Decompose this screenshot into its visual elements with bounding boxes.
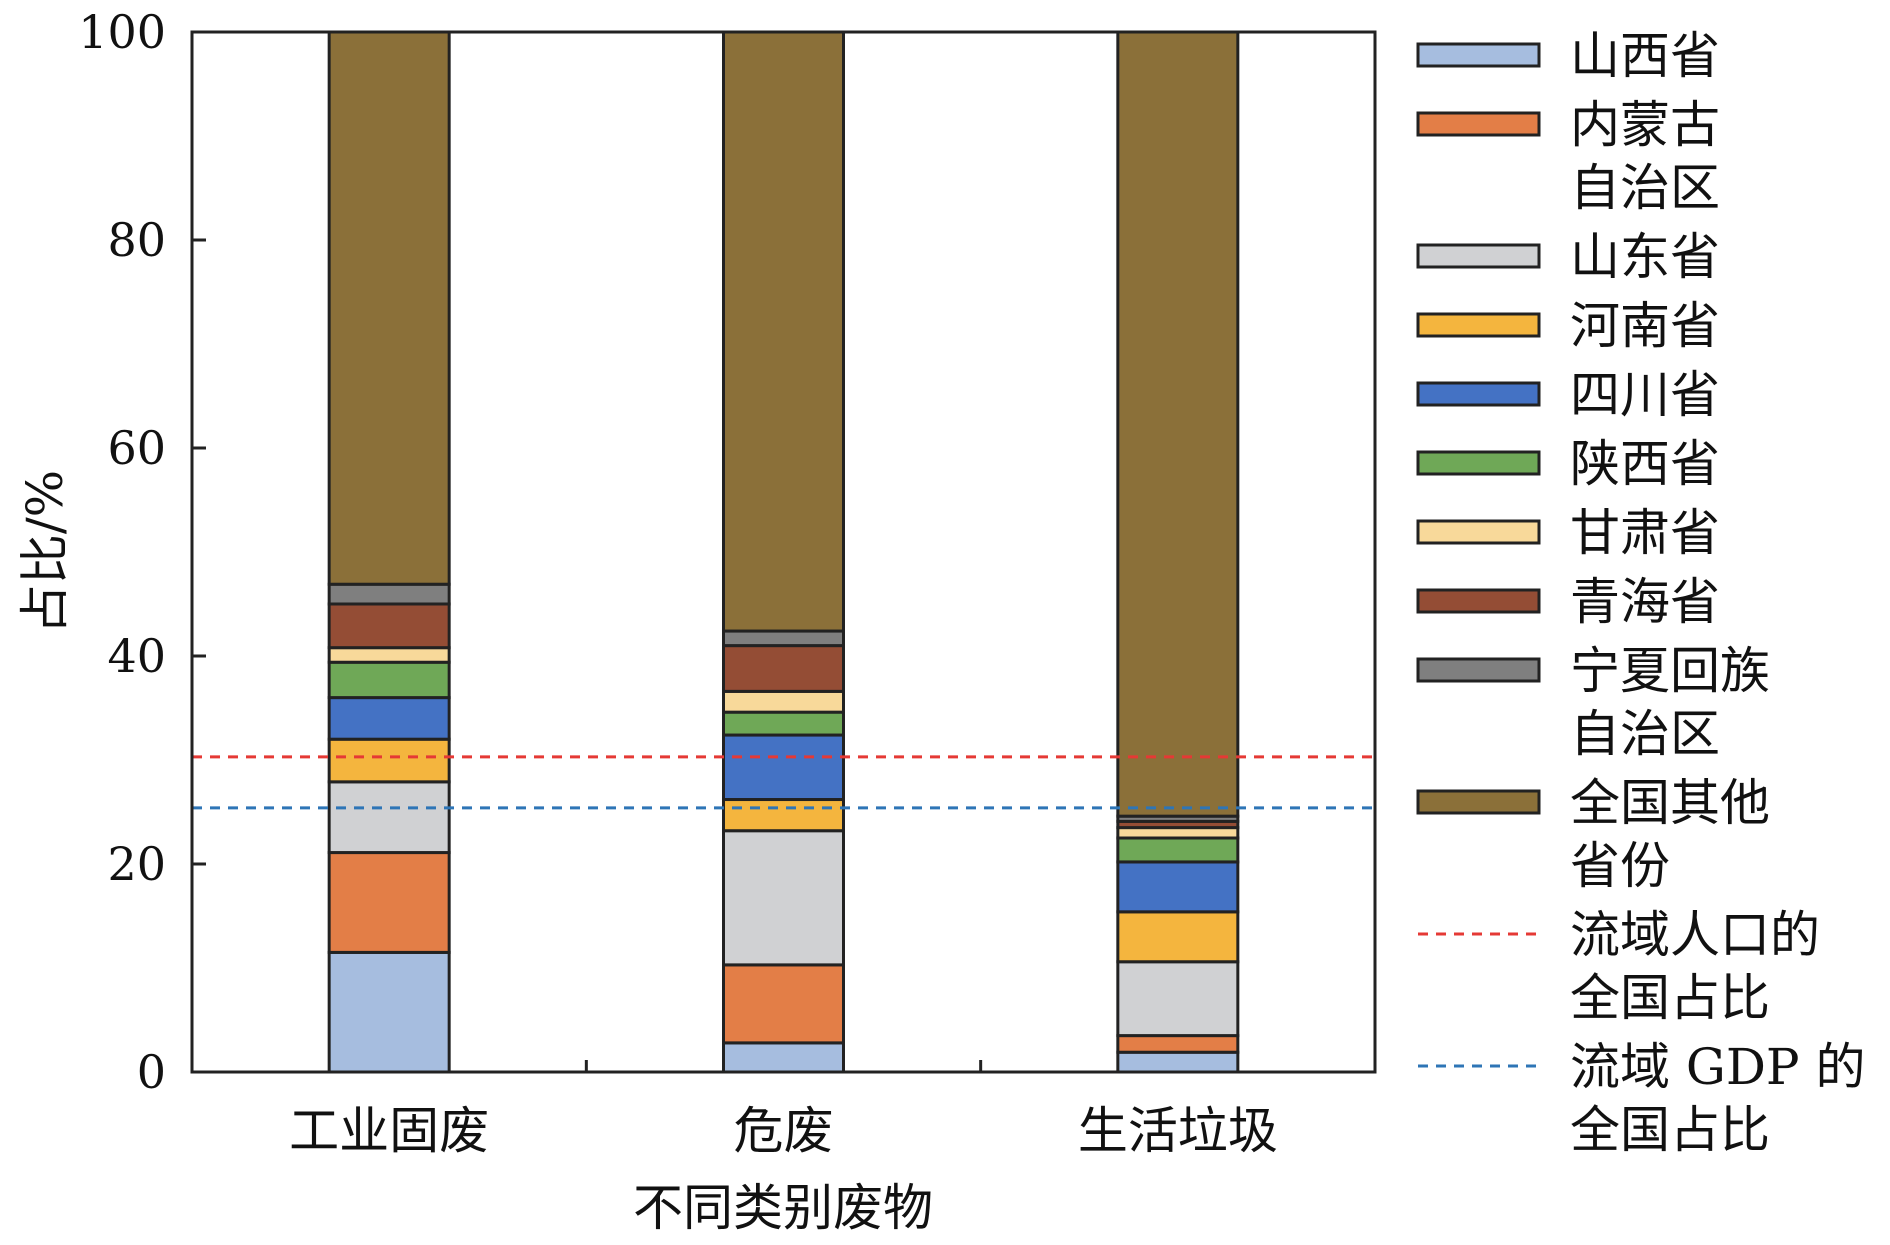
legend-label: 流域人口的 — [1570, 906, 1820, 964]
legend-swatch — [1416, 657, 1541, 683]
bar-segment — [722, 629, 845, 648]
bar-segment — [1116, 836, 1240, 864]
legend-swatch — [1416, 42, 1541, 68]
bar-segment — [327, 950, 451, 1074]
y-tick-label: 0 — [137, 1045, 166, 1099]
legend-swatch — [1416, 381, 1541, 407]
x-category-label: 工业固废 — [289, 1102, 489, 1160]
legend-swatch — [1416, 450, 1541, 476]
legend-swatch — [1416, 519, 1541, 545]
bar-segment — [327, 851, 451, 954]
axes-layer — [190, 30, 1377, 1074]
bar-segment — [722, 710, 845, 737]
legend-label: 流域 GDP 的 — [1570, 1038, 1865, 1096]
x-categories-layer: 工业固废 危废 生活垃圾 — [289, 1102, 1278, 1160]
legend-swatch — [1416, 789, 1541, 815]
legend-label: 全国占比 — [1570, 969, 1770, 1027]
legend-label: 河南省 — [1570, 297, 1720, 355]
x-category-label: 生活垃圾 — [1078, 1102, 1278, 1160]
y-axis-title: 占比/% — [16, 470, 74, 634]
legend-label: 陕西省 — [1570, 435, 1720, 493]
legend-label: 四川省 — [1570, 366, 1720, 424]
legend-label: 自治区 — [1570, 705, 1720, 763]
bar-segment — [722, 963, 845, 1045]
bar-segment — [327, 660, 451, 700]
bar-segment — [1116, 860, 1240, 914]
bar-segment — [722, 1041, 845, 1074]
bar-segment — [1116, 826, 1240, 840]
bar-segment — [1116, 910, 1240, 964]
y-tick-label: 100 — [78, 5, 166, 59]
legend-label: 全国占比 — [1570, 1101, 1770, 1159]
bar-segment — [327, 602, 451, 650]
bar-segment — [1116, 1034, 1240, 1054]
bar-segment — [722, 689, 845, 714]
x-category-label: 危废 — [734, 1102, 834, 1160]
y-ticks-layer: 0 20 40 60 80 100 — [78, 5, 983, 1099]
legend-label: 甘肃省 — [1570, 504, 1720, 562]
legend-label: 宁夏回族 — [1570, 642, 1770, 700]
bar-segment — [327, 780, 451, 855]
bar-segment — [1116, 1050, 1240, 1074]
legend-label: 省份 — [1570, 837, 1670, 895]
y-tick-label: 60 — [107, 421, 166, 475]
bars-layer — [327, 30, 1240, 1074]
legend-swatch — [1416, 312, 1541, 338]
x-axis-title: 不同类别废物 — [633, 1179, 933, 1237]
legend-swatch — [1416, 243, 1541, 269]
bar-segment — [327, 582, 451, 606]
legend-swatch — [1416, 588, 1541, 614]
bar-segment — [722, 30, 845, 633]
y-tick-label: 80 — [107, 213, 166, 267]
plot-frame — [190, 30, 1377, 1074]
legend-label: 山西省 — [1570, 27, 1720, 85]
legend-label: 全国其他 — [1570, 774, 1770, 832]
bar-segment — [722, 829, 845, 967]
bar-segment — [722, 733, 845, 802]
legend-label: 山东省 — [1570, 228, 1720, 286]
y-tick-label: 40 — [107, 629, 166, 683]
bar-segment — [722, 798, 845, 833]
y-tick-label: 20 — [107, 837, 166, 891]
bar-segment — [327, 696, 451, 741]
bar-segment — [327, 30, 451, 586]
legend-label: 青海省 — [1570, 573, 1720, 631]
legend-label: 自治区 — [1570, 159, 1720, 217]
bar-segment — [327, 646, 451, 664]
bar-segment — [722, 644, 845, 693]
legend-label: 内蒙古 — [1570, 96, 1720, 154]
bar-segment — [1116, 30, 1240, 818]
legend-swatch — [1416, 111, 1541, 137]
bar-segment — [1116, 960, 1240, 1038]
legend: 山西省内蒙古自治区山东省河南省四川省陕西省甘肃省青海省宁夏回族自治区全国其他省份… — [1416, 27, 1865, 1159]
bar-segment — [327, 737, 451, 784]
